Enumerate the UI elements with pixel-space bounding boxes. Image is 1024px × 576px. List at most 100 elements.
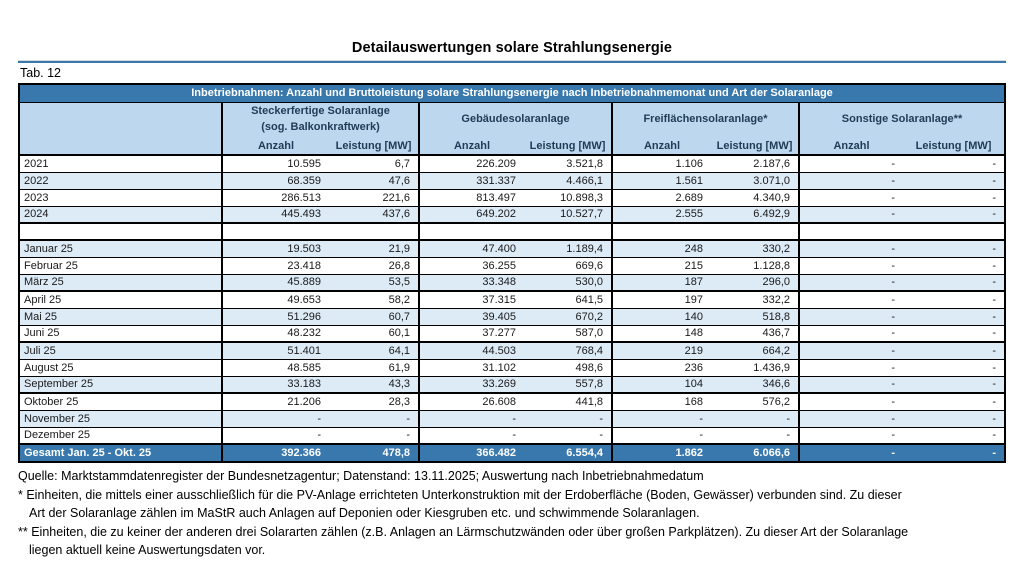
cell-value: 58,2 [329, 290, 419, 308]
cell-value: - [798, 341, 903, 359]
cell-value: 51.296 [221, 307, 329, 325]
cell-value: - [418, 426, 524, 444]
table-row: Juni 25 48.232 60,1 37.277 587,0 148 436,7- - [19, 324, 1006, 342]
cell-value: 331.337 [418, 171, 524, 189]
cell-value: 61,9 [329, 358, 419, 376]
cell-value: - [418, 409, 524, 427]
col-header-leistung: Leistung [MW] [903, 138, 1006, 155]
footnote-asterisk: * Einheiten, die mittels einer ausschlie… [18, 487, 902, 502]
row-label: April 25 [19, 290, 222, 308]
row-label: Februar 25 [19, 256, 222, 274]
table-number-label: Tab. 12 [20, 66, 62, 80]
cell-value: 28,3 [329, 392, 419, 410]
cell-value: 37.315 [418, 290, 524, 308]
cell-value: 248 [611, 239, 711, 257]
table-row: Oktober 25 21.206 28,3 26.608 441,8 168 576,2-… [19, 392, 1006, 410]
table-row: 2021 10.595 6,7 226.209 3.521,8 1.106 2.187,6-… [19, 154, 1006, 172]
col-header-leistung: Leistung [MW] [524, 138, 612, 155]
cell-value: 1.436,9 [711, 358, 799, 376]
cell-value: - [221, 426, 329, 444]
table-body: 2021 10.595 6,7 226.209 3.521,8 1.106 2.187,6-… [19, 154, 1006, 444]
cell-value: 140 [611, 307, 711, 325]
cell-value: - [611, 426, 711, 444]
cell-value: - [903, 290, 1006, 308]
cell-value: - [798, 171, 903, 189]
cell-value: 64,1 [329, 341, 419, 359]
cell-value: 498,6 [524, 358, 612, 376]
cell-value: 26,8 [329, 256, 419, 274]
cell-value: 21,9 [329, 239, 419, 257]
cell-value: - [221, 409, 329, 427]
cell-value: 330,2 [711, 239, 799, 257]
cell-value: - [903, 426, 1006, 444]
cell-value: - [611, 409, 711, 427]
cell-value: 48.232 [221, 324, 329, 342]
row-label: Mai 25 [19, 307, 222, 325]
cell-value: - [798, 239, 903, 257]
row-label: November 25 [19, 409, 222, 427]
cell-value [903, 222, 1006, 240]
cell-value: 530,0 [524, 273, 612, 291]
cell-value: 768,4 [524, 341, 612, 359]
column-group-header-row: Steckerfertige Solaranlage (sog. Balkonk… [19, 102, 1006, 155]
cell-value: 49.653 [221, 290, 329, 308]
total-cell: 478,8 [329, 443, 419, 462]
footnotes-block: Quelle: Marktstammdatenregister der Bund… [18, 467, 1006, 560]
col-header-anzahl: Anzahl [798, 138, 903, 155]
cell-value: 437,6 [329, 205, 419, 223]
cell-value [221, 222, 329, 240]
row-label: 2022 [19, 171, 222, 189]
cell-value: - [903, 205, 1006, 223]
group-header-freiflaechen: Freiflächensolaranlage* [611, 102, 799, 138]
cell-value: 1.189,4 [524, 239, 612, 257]
cell-value: - [798, 290, 903, 308]
cell-value: 346,6 [711, 375, 799, 393]
cell-value: 226.209 [418, 154, 524, 172]
row-label: März 25 [19, 273, 222, 291]
cell-value: - [711, 409, 799, 427]
group-title: Gebäudesolaranlage [461, 113, 570, 126]
spacer-row [19, 222, 1006, 240]
row-label [19, 222, 222, 240]
cell-value: 813.497 [418, 188, 524, 206]
cell-value: 2.187,6 [711, 154, 799, 172]
title-underline-rule [18, 60, 1006, 63]
cell-value: 664,2 [711, 341, 799, 359]
row-label: 2021 [19, 154, 222, 172]
cell-value: - [903, 154, 1006, 172]
table-row: November 25- - - - - - - - [19, 409, 1006, 427]
total-row-label: Gesamt Jan. 25 - Okt. 25 [19, 443, 222, 462]
group-header-steckerfertige: Steckerfertige Solaranlage (sog. Balkonk… [221, 102, 419, 138]
row-label: August 25 [19, 358, 222, 376]
col-header-leistung: Leistung [MW] [711, 138, 799, 155]
cell-value: 53,5 [329, 273, 419, 291]
cell-value: 445.493 [221, 205, 329, 223]
table-row: August 25 48.585 61,9 31.102 498,6 236 1.436,9… [19, 358, 1006, 376]
total-cell: - [903, 443, 1006, 462]
cell-value: 148 [611, 324, 711, 342]
total-cell: 6.066,6 [711, 443, 799, 462]
column-label-row: Anzahl Leistung [MW] Anzahl Leistung [MW… [19, 138, 1006, 155]
cell-value: 43,3 [329, 375, 419, 393]
cell-value: - [711, 426, 799, 444]
group-title: Steckerfertige Solaranlage [251, 105, 390, 118]
cell-value: 332,2 [711, 290, 799, 308]
cell-value: 215 [611, 256, 711, 274]
cell-value: 68.359 [221, 171, 329, 189]
table-row: 2022 68.359 47,6 331.337 4.466,1 1.561 3.071,0… [19, 171, 1006, 189]
table-row: Mai 25 51.296 60,7 39.405 670,2 140 518,8- - [19, 307, 1006, 325]
cell-value: 33.348 [418, 273, 524, 291]
cell-value: 10.595 [221, 154, 329, 172]
cell-value: - [329, 409, 419, 427]
cell-value: 44.503 [418, 341, 524, 359]
cell-value: 6.492,9 [711, 205, 799, 223]
cell-value: 518,8 [711, 307, 799, 325]
cell-value: - [524, 426, 612, 444]
cell-value: - [524, 409, 612, 427]
cell-value: 45.889 [221, 273, 329, 291]
cell-value: - [798, 409, 903, 427]
cell-value: 10.898,3 [524, 188, 612, 206]
table-row: April 25 49.653 58,2 37.315 641,5 197 332,2- - [19, 290, 1006, 308]
footnote-double-asterisk: ** Einheiten, die zu keiner der anderen … [18, 524, 909, 539]
cell-value [798, 222, 903, 240]
